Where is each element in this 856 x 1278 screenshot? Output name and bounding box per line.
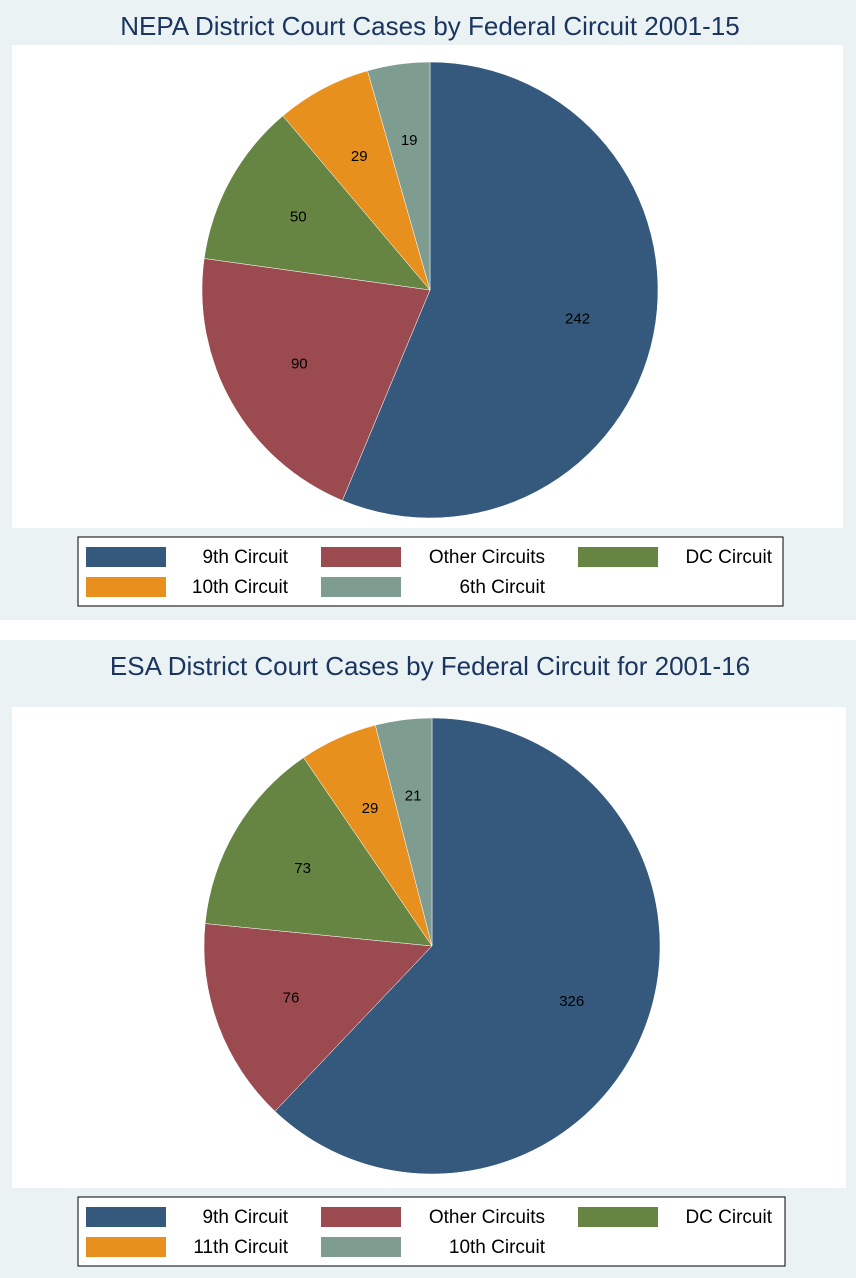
data-label: 50	[290, 208, 307, 225]
legend-key	[321, 1237, 401, 1257]
legend-label: DC Circuit	[685, 1207, 772, 1228]
legend-label: 10th Circuit	[449, 1237, 546, 1258]
legend-key	[86, 1207, 166, 1227]
legend-key	[86, 1237, 166, 1257]
legend-key	[86, 547, 166, 567]
data-label: 21	[405, 788, 422, 805]
data-label: 29	[362, 800, 379, 817]
data-label: 29	[351, 148, 368, 165]
pie-slice	[374, 717, 433, 947]
legend-box	[77, 1196, 786, 1267]
pie-slice	[342, 61, 659, 519]
legend-label: 6th Circuit	[459, 577, 545, 598]
legend-key	[321, 547, 401, 567]
legend-label: DC Circuit	[685, 547, 772, 568]
data-label: 19	[401, 132, 418, 149]
legend-label: 10th Circuit	[192, 577, 289, 598]
legend-key	[321, 577, 401, 597]
pie-slice	[201, 258, 431, 501]
data-label: 90	[291, 356, 308, 373]
data-label: 73	[294, 860, 311, 877]
pie-slice	[203, 115, 431, 291]
data-label: 242	[565, 310, 590, 327]
legend-label: 11th Circuit	[193, 1237, 288, 1258]
legend-key	[578, 1207, 658, 1227]
chart-title: NEPA District Court Cases by Federal Cir…	[120, 11, 739, 41]
legend-key	[321, 1207, 401, 1227]
legend-key	[86, 577, 166, 597]
legend-key	[578, 547, 658, 567]
pie-slice	[367, 61, 431, 291]
data-label: 326	[559, 993, 584, 1010]
pie-slice	[204, 757, 433, 947]
data-label: 76	[283, 989, 300, 1006]
pie-slice	[203, 923, 433, 1112]
legend-box	[77, 536, 784, 607]
pie-slice	[274, 717, 661, 1175]
legend-label: Other Circuits	[429, 1207, 545, 1228]
legend-label: 9th Circuit	[202, 1207, 288, 1228]
legend-label: Other Circuits	[429, 547, 545, 568]
chart-title: ESA District Court Cases by Federal Circ…	[110, 651, 750, 681]
legend-label: 9th Circuit	[202, 547, 288, 568]
